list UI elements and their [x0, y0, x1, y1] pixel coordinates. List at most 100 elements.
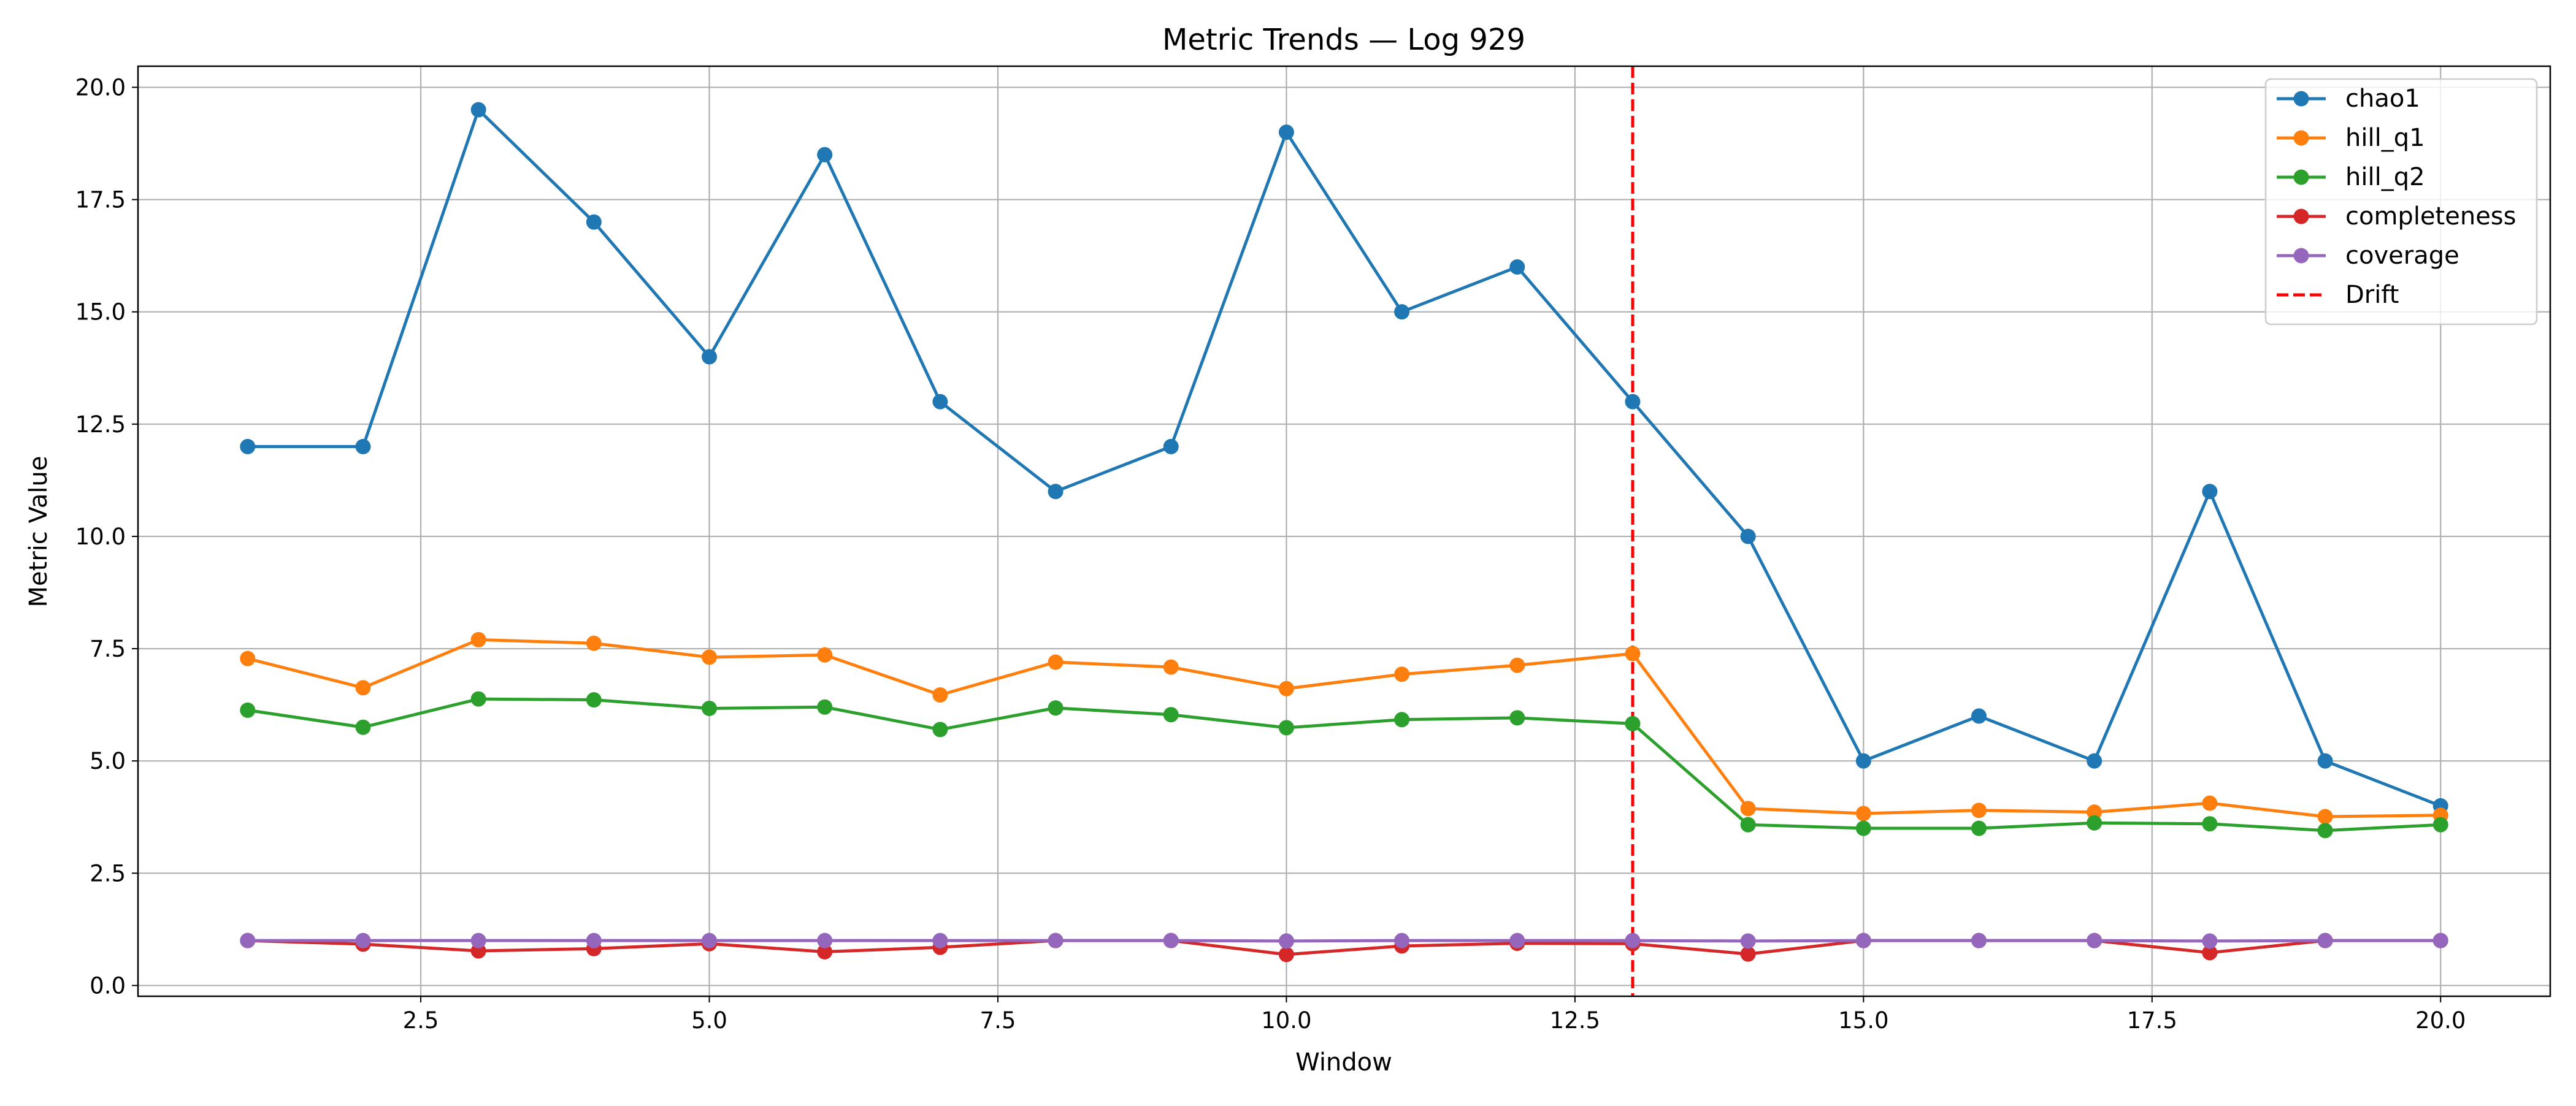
- data-point-hill_q2: [2317, 823, 2333, 839]
- series-coverage: [240, 932, 2448, 949]
- data-point-hill_q2: [1625, 715, 1641, 731]
- data-point-coverage: [1394, 932, 1410, 948]
- data-point-hill_q1: [1509, 657, 1525, 673]
- data-point-hill_q1: [2202, 795, 2218, 811]
- data-point-hill_q1: [1740, 801, 1756, 817]
- data-point-coverage: [355, 932, 371, 948]
- data-point-chao1: [932, 394, 948, 410]
- data-point-hill_q2: [1971, 820, 1987, 836]
- data-point-hill_q2: [355, 719, 371, 735]
- grid: [138, 66, 2550, 996]
- x-axis-label: Window: [1295, 1048, 1392, 1077]
- y-tick-label: 0.0: [90, 972, 126, 999]
- data-point-hill_q1: [355, 680, 371, 696]
- x-tick-label: 5.0: [691, 1007, 727, 1034]
- data-point-coverage: [702, 932, 717, 948]
- data-point-coverage: [1855, 932, 1871, 948]
- data-point-completeness: [817, 944, 833, 959]
- legend-label: coverage: [2345, 242, 2459, 270]
- data-point-chao1: [1278, 124, 1294, 140]
- y-tick-label: 2.5: [90, 860, 126, 887]
- data-point-chao1: [1855, 753, 1871, 769]
- data-point-hill_q1: [2317, 809, 2333, 825]
- data-point-chao1: [1740, 528, 1756, 544]
- legend-marker-completeness: [2293, 208, 2309, 224]
- y-tick-label: 17.5: [75, 187, 126, 213]
- legend-marker-hill_q1: [2293, 130, 2309, 146]
- x-tick-label: 10.0: [1261, 1007, 1311, 1034]
- y-tick-label: 5.0: [90, 748, 126, 774]
- data-point-coverage: [2087, 932, 2103, 948]
- legend-label: Drift: [2345, 281, 2399, 309]
- series-chao1: [240, 102, 2448, 814]
- data-point-hill_q1: [1971, 803, 1987, 818]
- data-point-coverage: [1625, 932, 1641, 948]
- data-point-chao1: [1394, 304, 1410, 320]
- legend-label: hill_q1: [2345, 124, 2425, 152]
- data-point-coverage: [2432, 932, 2448, 948]
- legend-box: [2264, 78, 2538, 326]
- data-point-hill_q1: [817, 647, 833, 663]
- data-point-coverage: [240, 932, 256, 948]
- data-point-hill_q1: [1394, 666, 1410, 682]
- data-point-chao1: [1509, 259, 1525, 275]
- data-point-hill_q2: [1855, 820, 1871, 836]
- data-point-hill_q1: [932, 687, 948, 703]
- data-point-chao1: [1625, 394, 1641, 410]
- data-point-coverage: [1740, 933, 1756, 949]
- data-point-chao1: [702, 349, 717, 365]
- y-tick-label: 20.0: [75, 74, 126, 101]
- legend-marker-chao1: [2293, 91, 2309, 107]
- data-point-coverage: [1509, 932, 1525, 948]
- data-point-hill_q2: [1509, 710, 1525, 726]
- series-hill_q1: [240, 631, 2448, 825]
- data-point-coverage: [2202, 933, 2218, 949]
- x-tick-label: 7.5: [980, 1007, 1016, 1034]
- data-point-coverage: [1048, 932, 1064, 948]
- series-hill_q2: [240, 691, 2448, 839]
- data-point-chao1: [355, 438, 371, 454]
- data-point-coverage: [2317, 932, 2333, 948]
- x-tick-label: 15.0: [1838, 1007, 1888, 1034]
- data-point-chao1: [2087, 753, 2103, 769]
- data-point-hill_q2: [1048, 700, 1064, 716]
- data-point-coverage: [586, 932, 602, 948]
- data-point-chao1: [1048, 484, 1064, 500]
- data-point-coverage: [817, 932, 833, 948]
- data-point-hill_q1: [470, 631, 486, 647]
- data-point-chao1: [2317, 753, 2333, 769]
- data-point-chao1: [2202, 484, 2218, 500]
- x-tick-label: 12.5: [1550, 1007, 1600, 1034]
- axes: 2.5 5.0 7.5 10.0 12.5 15.0 17.5 20.0 0.0 2.5 5.0 7.…: [75, 65, 2551, 1034]
- data-point-hill_q2: [586, 692, 602, 708]
- data-point-coverage: [1971, 932, 1987, 948]
- data-point-hill_q2: [470, 691, 486, 707]
- series-group: [240, 102, 2448, 963]
- data-point-completeness: [1740, 946, 1756, 962]
- data-point-completeness: [2202, 945, 2218, 961]
- chart-title: Metric Trends — Log 929: [1162, 23, 1525, 57]
- data-point-coverage: [932, 932, 948, 948]
- data-point-hill_q2: [1740, 817, 1756, 833]
- data-point-hill_q2: [817, 699, 833, 715]
- data-point-hill_q2: [932, 722, 948, 738]
- data-point-hill_q2: [1278, 720, 1294, 736]
- y-tick-label: 7.5: [90, 636, 126, 662]
- data-point-hill_q2: [702, 700, 717, 716]
- data-point-hill_q2: [1163, 707, 1179, 723]
- data-point-hill_q1: [702, 649, 717, 665]
- data-point-hill_q1: [1163, 659, 1179, 675]
- data-point-coverage: [470, 932, 486, 948]
- series-line-coverage: [246, 939, 2442, 943]
- legend: chao1 hill_q1 hill_q2 completeness coverage D…: [2264, 78, 2538, 326]
- data-point-hill_q1: [1278, 681, 1294, 696]
- data-point-hill_q1: [2087, 804, 2103, 820]
- data-point-completeness: [1278, 947, 1294, 963]
- y-tick-label: 10.0: [75, 524, 126, 550]
- x-tick-label: 17.5: [2127, 1007, 2177, 1034]
- x-tick-label: 2.5: [403, 1007, 439, 1034]
- data-point-coverage: [1163, 932, 1179, 948]
- plot-frame: [137, 65, 2551, 997]
